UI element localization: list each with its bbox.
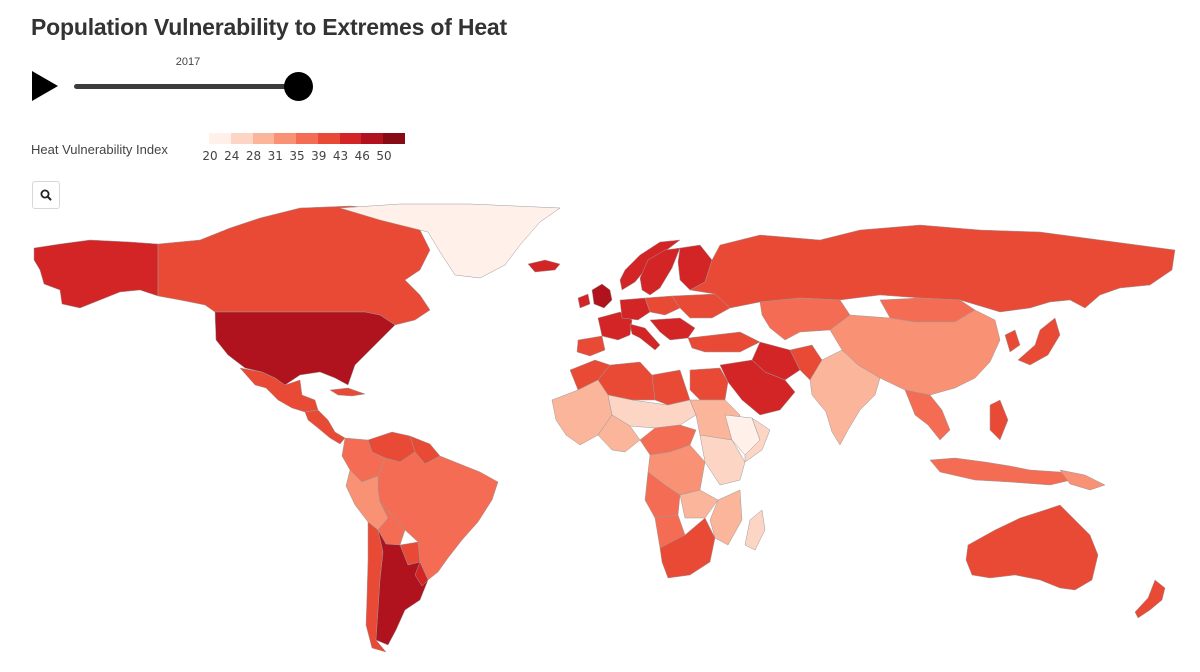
country-india[interactable] [809, 349, 881, 446]
legend-tick-label: 50 [376, 149, 392, 163]
country-philippines[interactable] [989, 399, 1009, 441]
country-central-america[interactable] [304, 409, 346, 445]
legend-tick-label: 31 [267, 149, 283, 163]
country-australia[interactable] [965, 504, 1099, 591]
legend-swatch [317, 133, 340, 144]
legend-tick-label: 28 [245, 149, 262, 163]
legend-swatch [383, 133, 405, 144]
legend-swatch [339, 133, 362, 144]
legend-swatch [252, 133, 275, 144]
country-turkey[interactable] [687, 331, 761, 353]
country-east-africa[interactable] [699, 434, 746, 486]
country-zambia[interactable] [679, 489, 719, 519]
legend-swatch [361, 133, 383, 144]
play-button[interactable] [32, 71, 58, 101]
country-germany[interactable] [619, 297, 651, 321]
legend-tick-label: 46 [354, 149, 370, 163]
legend-tick-label: 39 [311, 149, 327, 163]
country-libya[interactable] [651, 369, 691, 406]
legend-tick-label: 43 [332, 149, 349, 163]
country-italy[interactable] [629, 323, 661, 351]
country-kazakhstan[interactable] [759, 297, 851, 341]
country-united-kingdom[interactable] [591, 283, 613, 309]
legend-tick-label: 35 [289, 149, 305, 163]
search-icon [40, 189, 52, 201]
country-alaska[interactable] [33, 239, 159, 309]
country-south-africa[interactable] [659, 517, 716, 579]
country-mexico[interactable] [239, 367, 319, 413]
country-sweden[interactable] [639, 247, 681, 296]
country-greenland[interactable] [339, 203, 561, 279]
play-icon [32, 71, 58, 101]
legend-swatch [209, 133, 231, 144]
country-madagascar[interactable] [744, 509, 766, 551]
zoom-button[interactable] [32, 181, 60, 209]
country-papua-new-guinea[interactable] [1059, 469, 1106, 491]
country-balkans[interactable] [649, 317, 696, 341]
country-arabian-peninsula[interactable] [719, 359, 796, 416]
slider-value-label: 2017 [175, 56, 201, 68]
country-uruguay[interactable] [414, 561, 429, 587]
legend-tick-label: 20 [202, 149, 218, 163]
country-egypt[interactable] [689, 367, 729, 401]
country-argentina[interactable] [375, 529, 429, 646]
world-choropleth-map[interactable] [0, 200, 1200, 670]
legend-swatch [274, 133, 296, 144]
legend-title: Heat Vulnerability Index [31, 142, 168, 157]
country-cuba[interactable] [329, 387, 366, 397]
country-nigeria[interactable] [597, 414, 641, 453]
year-slider-track[interactable] [74, 84, 300, 89]
country-ireland[interactable] [577, 293, 591, 309]
legend-swatch [296, 133, 318, 144]
country-new-zealand[interactable] [1134, 579, 1166, 619]
legend-color-scale [209, 133, 405, 144]
country-united-states[interactable] [214, 311, 396, 386]
country-iceland[interactable] [527, 259, 561, 273]
country-indonesia[interactable] [929, 457, 1081, 486]
country-japan[interactable] [1017, 317, 1061, 366]
page-title: Population Vulnerability to Extremes of … [31, 14, 507, 40]
legend-ticks: 20 24 28 31 35 39 43 46 50 [199, 149, 399, 165]
legend-tick-label: 24 [224, 149, 240, 163]
country-spain[interactable] [576, 335, 606, 357]
country-mozambique[interactable] [709, 489, 743, 546]
country-southeast-asia[interactable] [904, 389, 951, 441]
country-canada[interactable] [157, 205, 431, 326]
year-slider-handle[interactable] [284, 72, 313, 101]
country-poland[interactable] [644, 295, 681, 316]
country-korea[interactable] [1004, 329, 1021, 353]
legend-swatch [230, 133, 253, 144]
